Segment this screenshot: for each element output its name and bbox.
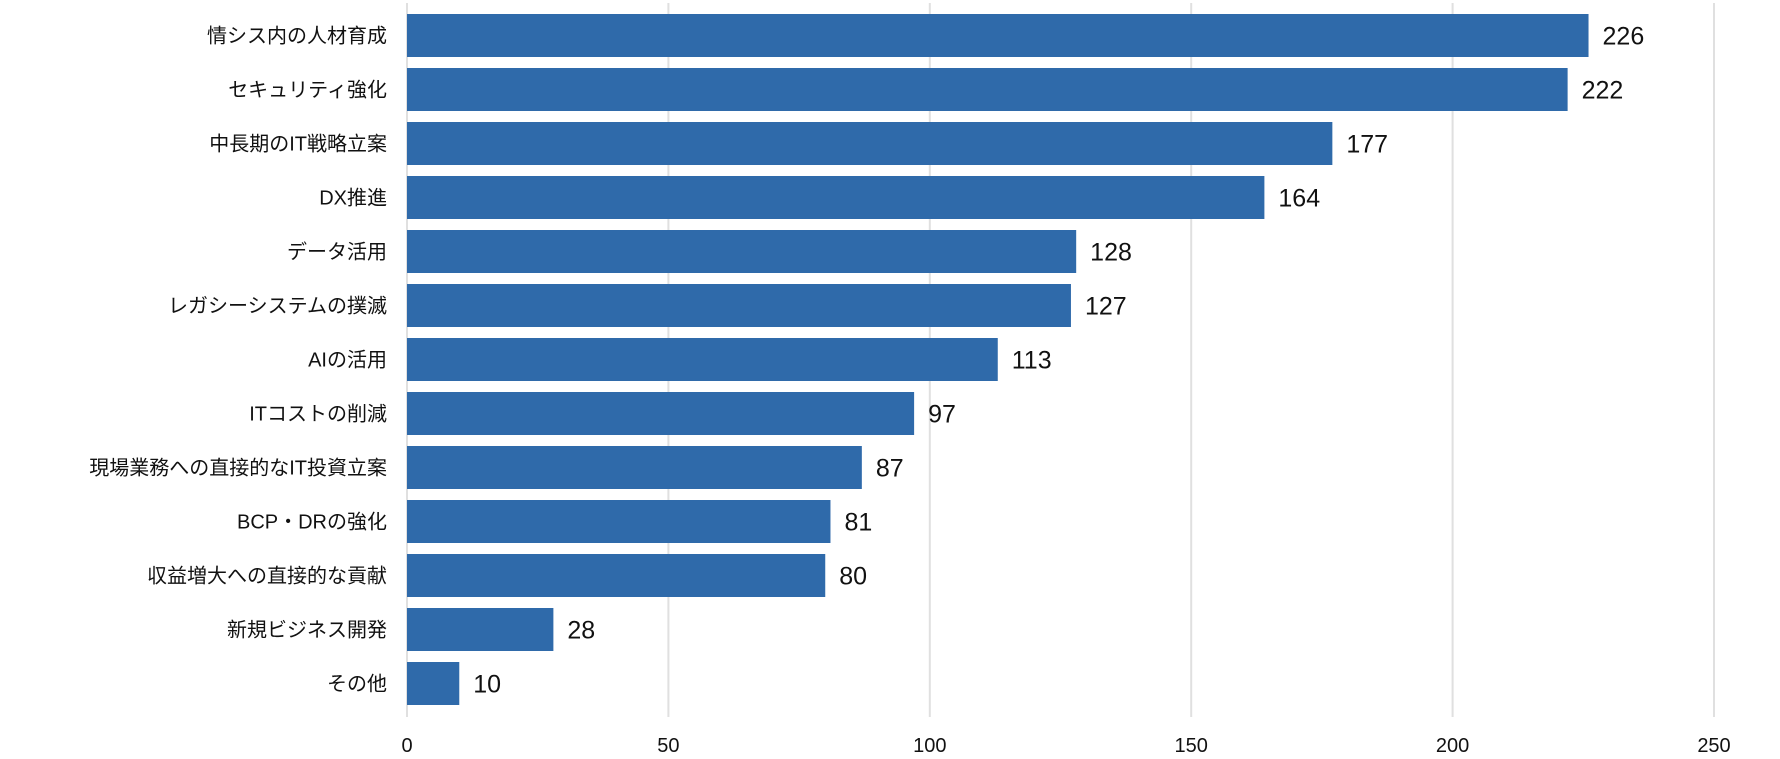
bar [407,176,1265,219]
bar [407,500,831,543]
data-label: 177 [1346,131,1388,159]
category-label: AIの活用 [308,349,387,372]
data-label: 113 [1012,347,1052,375]
bar [407,230,1077,273]
x-tick-label: 250 [1697,735,1730,757]
category-label: DX推進 [319,187,387,210]
category-label: 収益増大への直接的な貢献 [147,565,387,588]
data-label: 128 [1090,239,1132,267]
data-label: 222 [1582,77,1624,105]
category-label: データ活用 [287,241,387,264]
category-label: 新規ビジネス開発 [227,619,387,642]
bar [407,446,862,489]
category-label: 情シス内の人材育成 [207,25,387,48]
x-tick-label: 100 [913,735,946,757]
category-label: セキュリティ強化 [228,79,387,102]
bar [407,554,826,597]
bar [407,338,998,381]
bar [407,14,1589,57]
data-label: 226 [1603,23,1645,51]
x-tick-label: 0 [401,735,412,757]
data-label: 97 [928,401,956,429]
bar [407,392,915,435]
bar [407,284,1071,327]
data-label: 87 [876,455,904,483]
category-label: 中長期のIT戦略立案 [209,133,387,156]
data-label: 127 [1085,293,1127,321]
bar [407,662,460,705]
data-label: 10 [473,671,501,699]
category-label: 現場業務への直接的なIT投資立案 [89,457,387,480]
data-label: 164 [1278,185,1320,213]
data-label: 81 [844,509,872,537]
bar [407,68,1568,111]
data-label: 28 [567,617,595,645]
bar [407,122,1333,165]
data-label: 80 [839,563,867,591]
x-tick-label: 50 [657,735,679,757]
bar [407,608,554,651]
category-label: BCP・DRの強化 [237,511,387,534]
category-label: ITコストの削減 [249,403,387,426]
category-label: その他 [327,673,387,696]
x-tick-label: 200 [1436,735,1469,757]
x-tick-label: 150 [1175,735,1208,757]
category-label: レガシーシステムの撲滅 [168,295,387,318]
